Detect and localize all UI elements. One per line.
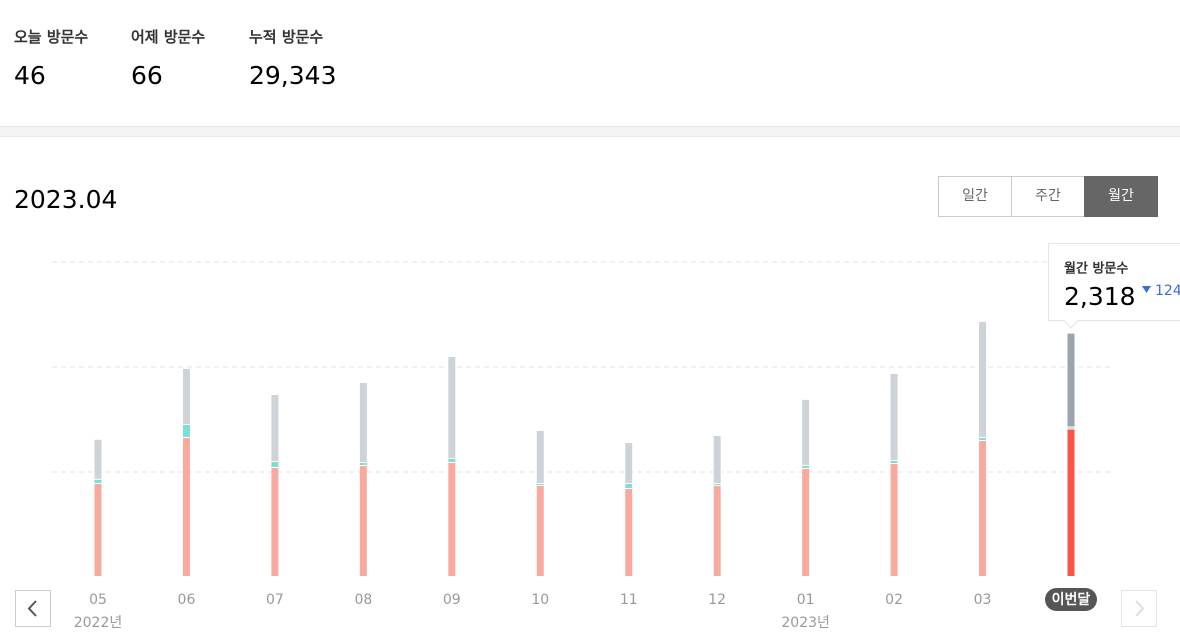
next-icon [1135, 600, 1145, 617]
bar-segment [182, 437, 190, 576]
bar-segment [448, 357, 456, 458]
bar-segment [448, 462, 456, 576]
stat-value: 66 [131, 61, 163, 90]
next-button[interactable] [1121, 590, 1157, 627]
bar-segment [359, 466, 367, 576]
bar-segment [802, 468, 810, 576]
x-tick-label: 12 [708, 592, 726, 608]
bar-segment [1067, 427, 1075, 429]
bar-segment [271, 462, 279, 468]
tooltip-box [1048, 243, 1180, 329]
x-tick-label: 02 [885, 592, 903, 608]
x-tick-label: 08 [354, 592, 372, 608]
next-button-box[interactable] [1121, 590, 1157, 627]
bar-segment [890, 460, 898, 464]
stat: 누적 방문수 29,343 [249, 26, 336, 90]
bar-segment [713, 483, 721, 485]
stat: 오늘 방문수 46 [14, 26, 88, 90]
year-label: 2022년 [74, 615, 123, 631]
x-tick-label: 11 [620, 592, 638, 608]
current-pill [1045, 588, 1097, 611]
divider [0, 126, 1180, 137]
tab[interactable]: 월간 [1084, 176, 1158, 217]
bar-segment [713, 485, 721, 576]
x-tick-label: 05 [89, 592, 107, 608]
bar-segment [890, 373, 898, 460]
x-tick-label: 06 [178, 592, 196, 608]
bar-segment [802, 465, 810, 468]
bar-segment [625, 489, 633, 576]
bar-segment [979, 321, 987, 437]
stat-label: 오늘 방문수 [14, 28, 89, 46]
stat-value: 29,343 [249, 61, 337, 90]
bar-segment [536, 483, 544, 485]
bar-segment [271, 395, 279, 462]
bar-segment [182, 368, 190, 424]
stat-value: 46 [14, 61, 46, 90]
tooltip: 월간 방문수 2,318 124 [1048, 243, 1180, 329]
bar-segment [890, 464, 898, 576]
bar-segment [448, 458, 456, 462]
bar-segment [625, 443, 633, 483]
prev-icon [27, 600, 37, 617]
bar-segment [979, 441, 987, 576]
bar-segment [359, 462, 367, 466]
bar-segment [94, 483, 102, 576]
bar-segment [802, 399, 810, 465]
prev-button[interactable] [15, 590, 51, 627]
tooltip-value: 2,318 [1064, 282, 1136, 311]
stat-label: 어제 방문수 [131, 28, 206, 46]
bar-segment [182, 424, 190, 437]
bar-segment [1067, 429, 1075, 576]
stat: 어제 방문수 66 [131, 26, 205, 90]
x-tick-label: 09 [443, 592, 461, 608]
tooltip-label: 월간 방문수 [1064, 261, 1128, 277]
period-title: 2023.04 [14, 185, 118, 214]
bar-segment [94, 479, 102, 483]
bar-segment [359, 382, 367, 462]
bar-segment [1067, 333, 1075, 427]
bar-segment [271, 468, 279, 576]
bar-segment [94, 439, 102, 479]
bar-segment [536, 485, 544, 576]
stat-label: 누적 방문수 [249, 28, 324, 46]
bar-segment [979, 437, 987, 441]
x-tick-label: 이번달 [1052, 591, 1091, 608]
year-label: 2023년 [781, 615, 830, 631]
change-arrow [1142, 286, 1151, 293]
x-tick-label: 10 [531, 592, 549, 608]
bar-segment [625, 483, 633, 489]
bar-segment [713, 435, 721, 483]
tooltip-change: 124 [1155, 283, 1180, 299]
tab-group: 일간 주간 월간 [938, 176, 1158, 217]
x-tick-label: 01 [797, 592, 815, 608]
x-tick-label: 03 [974, 592, 992, 608]
bar-segment [536, 430, 544, 483]
x-tick-label: 07 [266, 592, 284, 608]
prev-button-box[interactable] [15, 590, 51, 627]
